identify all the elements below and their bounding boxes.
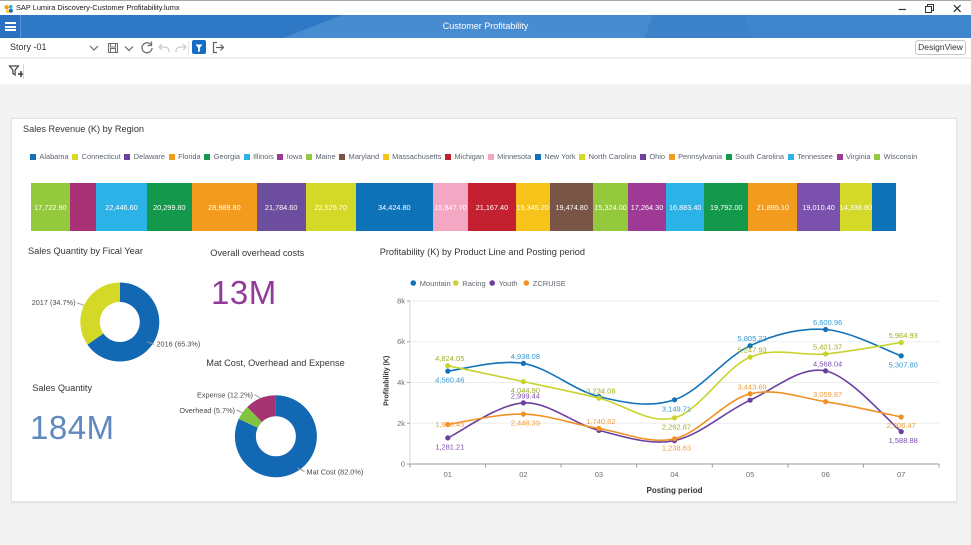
- svg-text:5,964.93: 5,964.93: [889, 331, 918, 340]
- svg-text:2017 (34.7%): 2017 (34.7%): [32, 298, 76, 307]
- svg-text:1,238.63: 1,238.63: [662, 443, 691, 452]
- svg-text:4,044.90: 4,044.90: [511, 386, 540, 395]
- svg-text:06: 06: [821, 470, 829, 479]
- svg-text:Posting period: Posting period: [647, 486, 703, 495]
- svg-text:3,149.71: 3,149.71: [662, 404, 691, 413]
- svg-text:1,936.45: 1,936.45: [435, 420, 464, 429]
- svg-text:5,401.37: 5,401.37: [813, 342, 842, 351]
- svg-text:1,281.21: 1,281.21: [435, 442, 464, 451]
- svg-text:03: 03: [595, 470, 603, 479]
- svg-text:8k: 8k: [397, 297, 405, 306]
- svg-text:6k: 6k: [397, 337, 405, 346]
- svg-text:Overhead (5.7%): Overhead (5.7%): [179, 406, 235, 415]
- svg-text:2,262.87: 2,262.87: [662, 422, 691, 431]
- svg-text:01: 01: [444, 470, 452, 479]
- svg-text:4,824.05: 4,824.05: [435, 354, 464, 363]
- svg-text:0: 0: [401, 460, 405, 469]
- svg-text:3,443.69: 3,443.69: [737, 382, 766, 391]
- svg-text:1,740.62: 1,740.62: [586, 417, 615, 426]
- svg-text:2,448.39: 2,448.39: [511, 419, 540, 428]
- svg-text:Mountain: Mountain: [420, 279, 451, 288]
- svg-text:2,306.47: 2,306.47: [887, 421, 916, 430]
- svg-text:4,560.46: 4,560.46: [435, 376, 464, 385]
- svg-text:5,247.93: 5,247.93: [737, 346, 766, 355]
- svg-text:3,059.87: 3,059.87: [813, 390, 842, 399]
- svg-text:2,999.44: 2,999.44: [511, 391, 540, 400]
- svg-text:1,588.88: 1,588.88: [889, 436, 918, 445]
- svg-text:Expense (12.2%): Expense (12.2%): [197, 390, 253, 399]
- svg-text:Racing: Racing: [462, 279, 485, 288]
- svg-text:Mat Cost (82.0%): Mat Cost (82.0%): [307, 467, 364, 476]
- svg-text:5,805.22: 5,805.22: [737, 334, 766, 343]
- svg-text:Youth: Youth: [499, 279, 518, 288]
- svg-text:4,568.04: 4,568.04: [813, 359, 842, 368]
- svg-text:5,307.80: 5,307.80: [889, 360, 918, 369]
- svg-text:2k: 2k: [397, 419, 405, 428]
- svg-text:ZCRUISE: ZCRUISE: [533, 279, 566, 288]
- svg-text:4,938.08: 4,938.08: [511, 352, 540, 361]
- svg-text:6,600.96: 6,600.96: [813, 318, 842, 327]
- svg-text:02: 02: [519, 470, 527, 479]
- svg-text:2016 (65.3%): 2016 (65.3%): [157, 340, 201, 349]
- svg-text:04: 04: [670, 470, 678, 479]
- svg-text:4k: 4k: [397, 378, 405, 387]
- svg-text:3,234.08: 3,234.08: [586, 387, 615, 396]
- svg-text:05: 05: [746, 470, 754, 479]
- svg-text:Profitability (K): Profitability (K): [383, 356, 390, 406]
- svg-text:07: 07: [897, 470, 905, 479]
